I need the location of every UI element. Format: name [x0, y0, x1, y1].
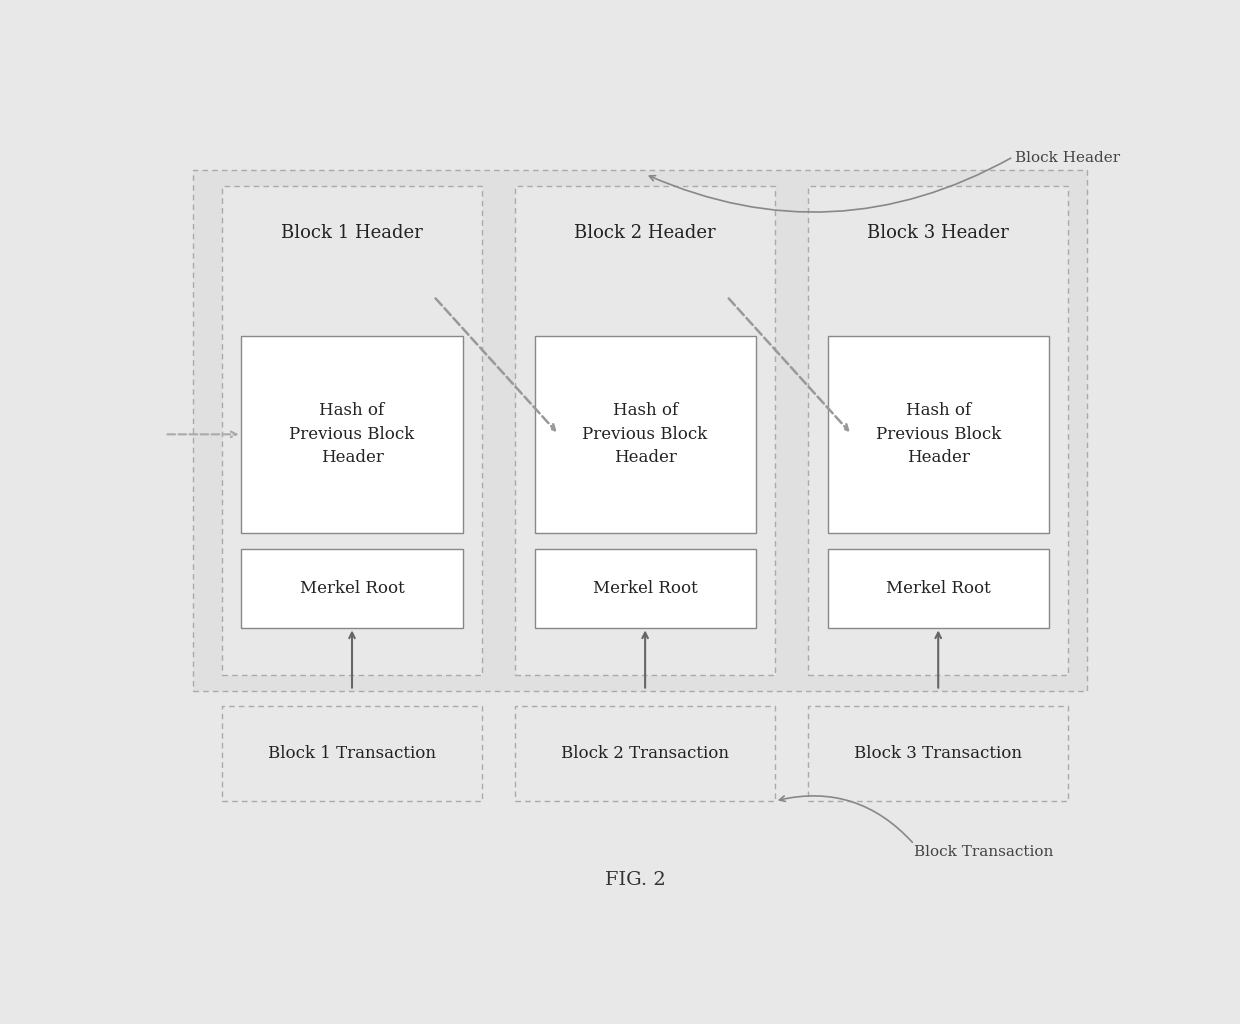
- Text: Merkel Root: Merkel Root: [593, 580, 697, 597]
- Text: Merkel Root: Merkel Root: [300, 580, 404, 597]
- Text: Hash of
Previous Block
Header: Hash of Previous Block Header: [289, 402, 414, 466]
- Bar: [534, 549, 755, 628]
- Bar: [534, 336, 755, 532]
- Bar: [828, 336, 1049, 532]
- Bar: [242, 549, 463, 628]
- Text: Block Transaction: Block Transaction: [914, 845, 1054, 859]
- Text: FIG. 2: FIG. 2: [605, 870, 666, 889]
- Bar: [222, 186, 481, 675]
- Text: Block 3 Header: Block 3 Header: [867, 224, 1009, 243]
- Text: Block Header: Block Header: [1016, 152, 1120, 165]
- Bar: [222, 707, 481, 801]
- Bar: [242, 336, 463, 532]
- Bar: [808, 186, 1068, 675]
- Text: Block 1 Header: Block 1 Header: [281, 224, 423, 243]
- Text: Hash of
Previous Block
Header: Hash of Previous Block Header: [583, 402, 708, 466]
- Text: Block 2 Header: Block 2 Header: [574, 224, 715, 243]
- Bar: [828, 549, 1049, 628]
- Bar: [808, 707, 1068, 801]
- Text: Hash of
Previous Block
Header: Hash of Previous Block Header: [875, 402, 1001, 466]
- Text: Block 2 Transaction: Block 2 Transaction: [562, 745, 729, 762]
- Text: Block 1 Transaction: Block 1 Transaction: [268, 745, 436, 762]
- Bar: [516, 707, 775, 801]
- Bar: [516, 186, 775, 675]
- Text: Block 3 Transaction: Block 3 Transaction: [854, 745, 1022, 762]
- Text: Merkel Root: Merkel Root: [885, 580, 991, 597]
- Bar: [193, 170, 1087, 690]
